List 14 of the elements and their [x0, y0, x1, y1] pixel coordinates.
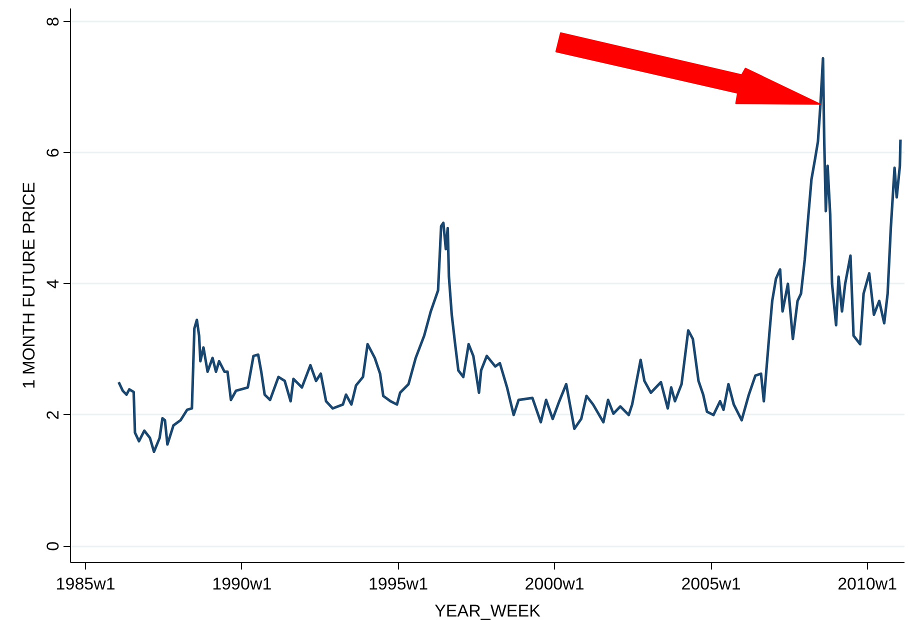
x-tick-label: 1995w1: [368, 574, 428, 594]
x-axis-title: YEAR_WEEK: [434, 602, 542, 620]
x-tick-label: 2000w1: [524, 574, 584, 594]
line-series: [117, 57, 902, 453]
y-tick-label: 8: [44, 16, 62, 26]
x-tick-label: 1985w1: [56, 574, 116, 594]
y-tick-label: 4: [44, 279, 62, 289]
y-axis-title: 1 MONTH FUTURE PRICE: [20, 182, 38, 389]
x-tick-label: 2010w1: [838, 574, 898, 594]
x-tick-label: 2005w1: [681, 574, 741, 594]
y-tick-label: 2: [44, 410, 62, 420]
x-tick-label: 1990w1: [212, 574, 272, 594]
y-tick-label: 0: [44, 541, 62, 551]
y-tick-label: 6: [44, 148, 62, 158]
